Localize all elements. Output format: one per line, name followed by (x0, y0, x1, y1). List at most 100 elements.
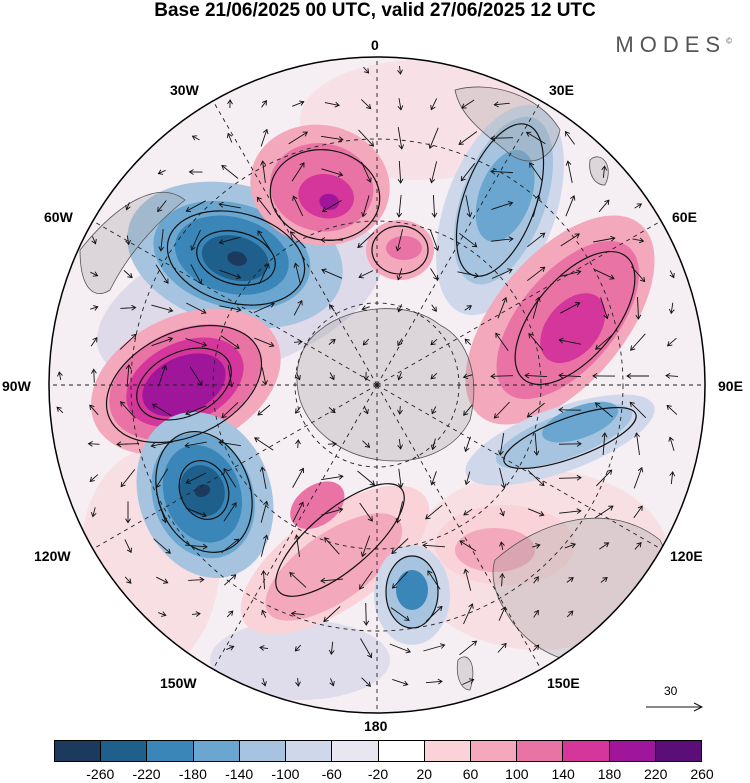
colorbar-swatch (609, 741, 656, 761)
land-masses (79, 86, 671, 691)
wind-vector-head (334, 101, 340, 108)
meridian-line (376, 220, 662, 386)
wind-vector (329, 304, 335, 312)
wind-vector-head (636, 541, 642, 548)
wind-vector-head (539, 266, 546, 272)
wind-vector-head (437, 678, 443, 685)
wind-vector (191, 613, 201, 615)
contour-line (196, 230, 276, 286)
wind-vector-head (497, 450, 504, 456)
wind-vector-head (295, 374, 301, 381)
wind-vector-head (495, 332, 501, 338)
wind-vector-head (431, 212, 438, 218)
wind-vector (261, 100, 267, 108)
wind-vector (490, 170, 514, 174)
wind-vector (526, 131, 546, 145)
wind-vector-head (507, 201, 514, 207)
wind-vector-head (594, 402, 601, 408)
colorbar-swatch (101, 741, 148, 761)
wind-vector-head (533, 609, 539, 616)
wind-vector-head (163, 278, 169, 284)
wind-vector (497, 643, 507, 653)
wind-vector (425, 504, 443, 520)
wind-vector-head (165, 548, 171, 554)
wind-vector-head (91, 368, 97, 374)
wind-vector (559, 270, 581, 278)
wind-vector (465, 436, 471, 452)
wind-vector (361, 161, 371, 183)
wind-vector (422, 544, 446, 548)
wind-vector-head (321, 207, 328, 213)
wind-vector (498, 607, 506, 621)
meridian-line (212, 384, 378, 670)
colorbar-swatch (239, 741, 287, 761)
wind-vector-head (473, 272, 480, 279)
wind-vector (463, 404, 473, 416)
wind-vector (390, 607, 410, 621)
wind-vector (261, 467, 267, 489)
wind-vector-head (463, 568, 470, 574)
wind-vector-head (167, 336, 174, 343)
wind-vector (396, 501, 404, 523)
blob-central-high (366, 220, 434, 280)
wind-vector-head (433, 274, 438, 281)
colorbar-swatch (517, 741, 564, 761)
wind-vector (423, 644, 445, 652)
colorbar-swatch (655, 741, 702, 761)
wind-vector-head (507, 268, 513, 274)
wind-vector (425, 680, 443, 684)
wind-vector (296, 535, 300, 557)
wind-vector (91, 236, 97, 244)
wind-vector (328, 339, 336, 345)
wind-vector (156, 576, 168, 584)
blob-south-pacific-low (136, 411, 274, 579)
wind-vector (357, 232, 375, 248)
vector-scale-arrow (646, 702, 704, 712)
wind-vector (185, 405, 207, 415)
wind-vector-head (161, 517, 168, 524)
wind-vector (633, 505, 643, 519)
wind-vector (500, 542, 504, 550)
wind-vector-head (610, 235, 616, 242)
wind-vector (90, 271, 98, 277)
wind-vector-head (259, 466, 266, 472)
wind-vector (595, 402, 613, 418)
wind-vector (431, 406, 437, 414)
wind-vector (261, 367, 267, 385)
wind-vector-head (604, 199, 610, 205)
wind-vector-head (116, 441, 122, 448)
wind-vector-head (565, 160, 572, 166)
wind-vector (294, 644, 302, 652)
wind-vector (363, 66, 369, 74)
wind-vector (629, 401, 647, 419)
wind-vector (219, 305, 241, 311)
wind-vector-head (233, 538, 240, 544)
wind-vector-head (603, 542, 610, 548)
colorbar-tick-label: -260 (86, 766, 115, 782)
wind-vector (499, 508, 505, 516)
wind-vector-head (439, 643, 446, 649)
wind-vector (398, 372, 402, 380)
wind-vector-head (167, 307, 174, 313)
wind-vector (151, 304, 173, 312)
wind-vector-head (289, 572, 295, 578)
wind-vector (190, 264, 202, 284)
wind-vector-head (395, 518, 402, 524)
wind-vector-head (637, 466, 644, 473)
wind-vector (288, 131, 308, 145)
wind-vector-head (131, 333, 137, 340)
wind-vector-head (157, 206, 163, 213)
wind-vector (184, 544, 208, 548)
wind-vector (160, 229, 164, 251)
madagascar (589, 156, 609, 186)
wind-vector (594, 505, 614, 519)
wind-vector (223, 574, 237, 586)
wind-vector-head (338, 474, 344, 480)
wind-vector (398, 98, 402, 110)
wind-vector-head (227, 99, 233, 105)
wind-vector (362, 440, 370, 448)
wind-vector (363, 406, 369, 414)
wind-vector (359, 502, 373, 522)
wind-vector-head (365, 681, 372, 687)
wind-vector-head (195, 611, 201, 617)
